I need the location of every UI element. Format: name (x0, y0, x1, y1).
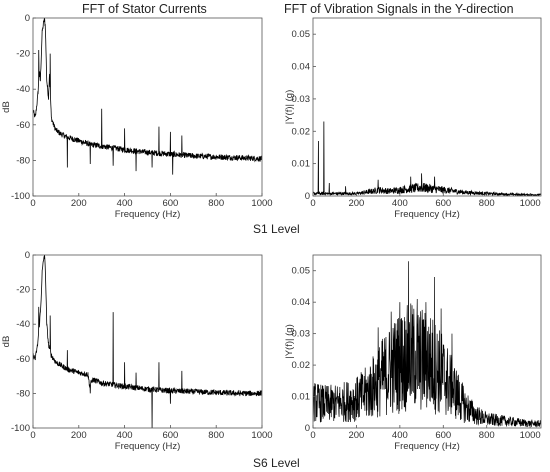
s1-level-label: S1 Level (253, 222, 300, 236)
s6-current-ytick-label: -100 (11, 423, 30, 434)
s6-vibration-panel: 0 200 400 600 800 1000 0 0.01 0.02 0.03 0.04 0.05 Fr… (284, 254, 542, 452)
s1-current-panel: 0 200 400 600 800 1000 -100 -80 -60 -40 -20 0 Freque… (1, 13, 273, 220)
s1-vibration-ylabel: |Y(f)| (g) (284, 90, 295, 125)
s6-vibration-series-line (313, 261, 541, 428)
s6-current-ytick-label: -40 (16, 319, 30, 330)
s6-vibration-xtick-label: 1000 (520, 430, 541, 441)
s6-vibration-ytick-label: 0.01 (292, 392, 311, 403)
s1-vibration-xtick-label: 1000 (520, 198, 541, 209)
s6-current-xtick-label: 400 (117, 430, 133, 441)
s1-vibration-xtick-label: 600 (435, 198, 451, 209)
s1-vibration-xtick-label: 0 (310, 198, 315, 209)
s6-vibration-xtick-label: 800 (479, 430, 495, 441)
title-stator-currents: FFT of Stator Currents (82, 2, 207, 16)
s1-current-xtick-label: 200 (71, 198, 87, 209)
s1-current-series-line (33, 18, 262, 175)
s1-vibration-ytick-label: 0.03 (292, 94, 311, 105)
s1-current-xtick-label: 1000 (251, 198, 272, 209)
s6-current-xtick-label: 200 (71, 430, 87, 441)
s1-vibration-xlabel: Frequency (Hz) (394, 209, 459, 220)
s6-vibration-ylabel: |Y(f)| (g) (284, 324, 295, 359)
s6-current-ytick-label: 0 (25, 250, 30, 261)
s6-vibration-xtick-label: 600 (435, 430, 451, 441)
s6-vibration-axes-box (312, 254, 542, 429)
s1-current-xtick-label: 600 (162, 198, 178, 209)
s1-current-ytick-label: -20 (16, 49, 30, 60)
s1-current-ytick-label: 0 (25, 13, 30, 24)
s1-vibration-xtick-label: 400 (392, 198, 408, 209)
s6-current-axes-box (32, 254, 263, 429)
s6-current-xtick-label: 1000 (251, 430, 272, 441)
s1-vibration-ytick-label: 0.04 (292, 62, 311, 73)
s6-current-xtick-label: 600 (162, 430, 178, 441)
s6-vibration-xtick-label: 200 (348, 430, 364, 441)
s1-vibration-series-line (313, 121, 541, 196)
s1-current-ytick-label: -100 (11, 191, 30, 202)
s1-vibration-axes-box (312, 17, 542, 197)
s6-current-ytick-label: -60 (16, 354, 30, 365)
s6-current-series-line (33, 255, 262, 428)
s6-vibration-ytick-label: 0.04 (292, 297, 311, 308)
s1-vibration-ytick-label: 0 (305, 191, 310, 202)
s6-vibration-ytick-label: 0.03 (292, 329, 311, 340)
s1-vibration-ytick-label: 0.05 (292, 29, 311, 40)
s6-current-ylabel: dB (1, 336, 12, 348)
s6-current-ytick-label: -20 (16, 285, 30, 296)
s1-current-xtick-label: 400 (117, 198, 133, 209)
s1-current-xtick-label: 0 (30, 198, 35, 209)
s6-vibration-xtick-label: 400 (392, 430, 408, 441)
s1-vibration-xtick-label: 200 (348, 198, 364, 209)
s1-vibration-panel: 0 200 400 600 800 1000 0 0.01 0.02 0.03 0.04 0.05 Fr… (284, 17, 542, 220)
s6-vibration-ytick-label: 0 (305, 423, 310, 434)
title-vibration-signals: FFT of Vibration Signals in the Y-direct… (284, 2, 514, 16)
s6-current-xlabel: Frequency (Hz) (115, 441, 180, 452)
s1-current-ytick-label: -60 (16, 120, 30, 131)
s1-current-ytick-label: -80 (16, 155, 30, 166)
s6-current-panel: 0 200 400 600 800 1000 -100 -80 -60 -40 -20 0 Freque… (1, 250, 273, 452)
s1-current-axes-box (32, 17, 263, 197)
s1-current-ytick-label: -40 (16, 84, 30, 95)
s6-vibration-ytick-label: 0.02 (292, 360, 311, 371)
s1-current-ylabel: dB (1, 101, 12, 113)
s6-current-xtick-label: 800 (208, 430, 224, 441)
s1-vibration-xtick-label: 800 (479, 198, 495, 209)
s6-current-ytick-label: -80 (16, 388, 30, 399)
s1-vibration-ytick-label: 0.02 (292, 126, 311, 137)
s6-level-label: S6 Level (253, 456, 300, 470)
s1-vibration-ytick-label: 0.01 (292, 159, 311, 170)
s6-vibration-ytick-label: 0.05 (292, 266, 311, 277)
s1-current-xlabel: Frequency (Hz) (115, 209, 180, 220)
s6-vibration-xlabel: Frequency (Hz) (394, 441, 459, 452)
s1-current-xtick-label: 800 (208, 198, 224, 209)
s6-current-xtick-label: 0 (30, 430, 35, 441)
s6-vibration-xtick-label: 0 (310, 430, 315, 441)
